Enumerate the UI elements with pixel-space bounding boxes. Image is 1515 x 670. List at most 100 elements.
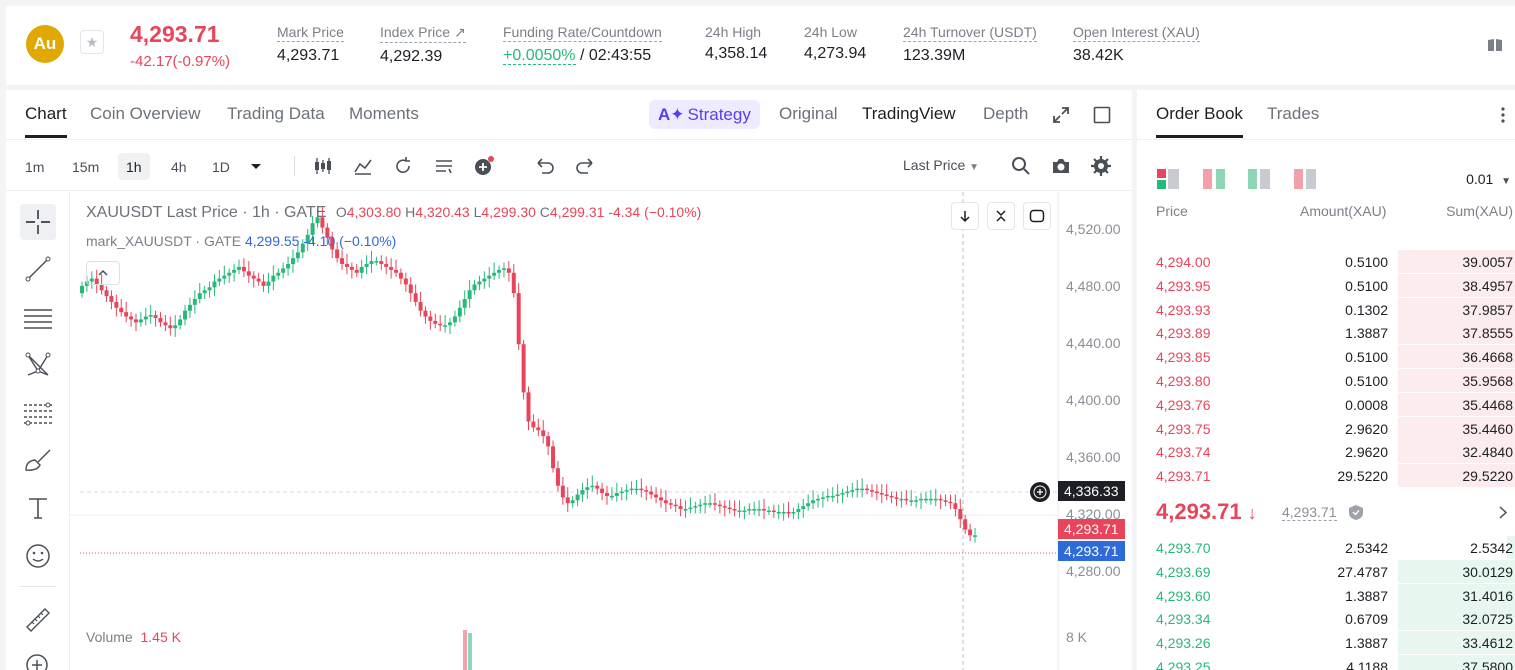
crosshair-tool-icon[interactable] [20,204,56,240]
settings-list-icon[interactable] [433,155,455,177]
tab-chart[interactable]: Chart [25,104,67,138]
candle-body [305,234,310,244]
mid-price-row[interactable]: 4,293.71 ↓ 4,293.71 [1137,497,1515,527]
toolbar-divider [294,156,295,176]
stat-index-price[interactable]: Index Price ↗ 4,292.39 [380,24,466,66]
text-tool-icon[interactable] [20,490,56,526]
refresh-icon[interactable] [392,155,414,177]
candle-body [183,310,188,320]
ask-row[interactable]: 4,294.00 0.5100 39.0057 [1137,250,1515,273]
candle-body [241,266,246,272]
collapse-arrows-icon[interactable] [987,202,1015,230]
tab-coin-overview[interactable]: Coin Overview [90,104,201,123]
tab-moments[interactable]: Moments [349,104,419,123]
ask-row[interactable]: 4,293.75 2.9620 35.4460 [1137,416,1515,440]
expand-icon[interactable] [1052,106,1070,124]
search-icon[interactable] [1010,155,1032,177]
brush-tool-icon[interactable] [20,442,56,478]
ask-row[interactable]: 4,293.85 0.5100 36.4668 [1137,345,1515,369]
timeframe-1d[interactable]: 1D [212,158,230,175]
candle-body [958,509,963,520]
bid-row[interactable]: 4,293.60 1.3887 31.4016 [1137,583,1515,607]
tab-trading-data[interactable]: Trading Data [227,104,325,123]
ask-row[interactable]: 4,293.71 29.5220 29.5220 [1137,464,1515,488]
gear-icon[interactable] [1090,155,1112,177]
funding-countdown: / 02:43:55 [579,47,652,64]
redo-icon[interactable] [574,155,596,177]
bid-row[interactable]: 4,293.69 27.4787 30.0129 [1137,559,1515,583]
candle-body [752,509,757,511]
chevron-right-icon[interactable] [1498,505,1508,520]
legend-interval: 1h [251,204,270,221]
chevron-down-icon[interactable] [245,155,267,177]
pattern-tool-icon[interactable] [20,347,56,383]
chart-area[interactable]: XAUUSDT Last Price · 1h · GATE O4,303.80… [70,192,1132,670]
view-asks-icon[interactable] [1294,169,1316,189]
candle-body [820,497,825,499]
ask-row[interactable]: 4,293.76 0.0008 35.4468 [1137,392,1515,416]
tab-tradingview[interactable]: TradingView [862,104,956,123]
ask-amount: 0.5100 [1345,254,1388,270]
candle-body [889,495,894,498]
ask-row[interactable]: 4,293.74 2.9620 32.4840 [1137,440,1515,464]
candle-body [295,252,300,259]
more-options-icon[interactable] [1500,107,1506,123]
camera-icon[interactable] [1050,155,1072,177]
ask-sum: 38.4957 [1462,277,1513,294]
candle-body [644,490,649,492]
add-alert-icon[interactable] [1030,482,1050,502]
view-bids-icon[interactable] [1248,169,1270,189]
price-type-select[interactable]: Last Price ▼ [903,157,980,173]
legend-high-label: H [405,204,416,220]
emoji-tool-icon[interactable] [20,538,56,574]
candles-icon[interactable] [312,155,334,177]
candle-body [109,296,114,302]
tab-original[interactable]: Original [779,104,838,123]
candle-body [428,316,433,321]
ask-row[interactable]: 4,293.80 0.5100 35.9568 [1137,369,1515,392]
view-split-icon[interactable] [1203,169,1225,189]
ask-row[interactable]: 4,293.89 1.3887 37.8555 [1137,321,1515,345]
candle-body [865,488,870,491]
trendline-tool-icon[interactable] [20,251,56,287]
ask-row[interactable]: 4,293.95 0.5100 38.4957 [1137,273,1515,297]
bid-row[interactable]: 4,293.25 4.1188 37.5800 [1137,655,1515,670]
favorite-star-icon[interactable]: ★ [80,30,104,54]
bid-row[interactable]: 4,293.26 1.3887 33.4612 [1137,631,1515,655]
bid-depth-bar [1397,583,1515,607]
timeframe-1m[interactable]: 1m [25,158,45,175]
candle-body [771,510,776,513]
candle-body [835,494,840,496]
tab-order-book[interactable]: Order Book [1156,104,1243,138]
candle-body [379,261,384,265]
window-icon[interactable] [1093,106,1111,124]
bid-row[interactable]: 4,293.34 0.6709 32.0725 [1137,607,1515,631]
add-indicator-icon[interactable] [473,155,495,177]
tab-trades[interactable]: Trades [1267,104,1320,123]
bid-row[interactable]: 4,293.70 2.5342 2.5342 [1137,536,1515,559]
ruler-tool-icon[interactable] [20,602,56,638]
fit-screen-icon[interactable] [1023,202,1051,230]
collapse-legend-button[interactable] [86,261,120,285]
bid-depth-bar [1397,631,1515,655]
zoom-in-tool-icon[interactable] [20,648,56,670]
ask-sum: 39.0057 [1462,254,1513,270]
ask-row[interactable]: 4,293.93 0.1302 37.9857 [1137,297,1515,321]
indicators-icon[interactable] [352,155,374,177]
undo-icon[interactable] [534,155,556,177]
tab-depth[interactable]: Depth [983,104,1029,123]
precision-select[interactable]: 0.01 ▼ [1466,171,1511,187]
fib-tool-icon[interactable] [20,395,56,431]
stat-24h-low: 24h Low 4,273.94 [804,24,866,63]
book-icon[interactable] [1487,38,1503,52]
horizontal-lines-tool-icon[interactable] [20,299,56,335]
timeframe-15m[interactable]: 15m [72,158,100,175]
scroll-down-icon[interactable] [951,202,979,230]
price-chart[interactable] [70,192,1132,670]
timeframe-4h[interactable]: 4h [171,158,187,175]
timeframe-1h[interactable]: 1h [118,153,150,180]
strategy-button[interactable]: A✦ Strategy [649,100,760,129]
candle-body [408,284,413,294]
view-both-icon[interactable] [1157,169,1179,189]
mark-price-tag: 4,293.71 [1058,541,1125,561]
